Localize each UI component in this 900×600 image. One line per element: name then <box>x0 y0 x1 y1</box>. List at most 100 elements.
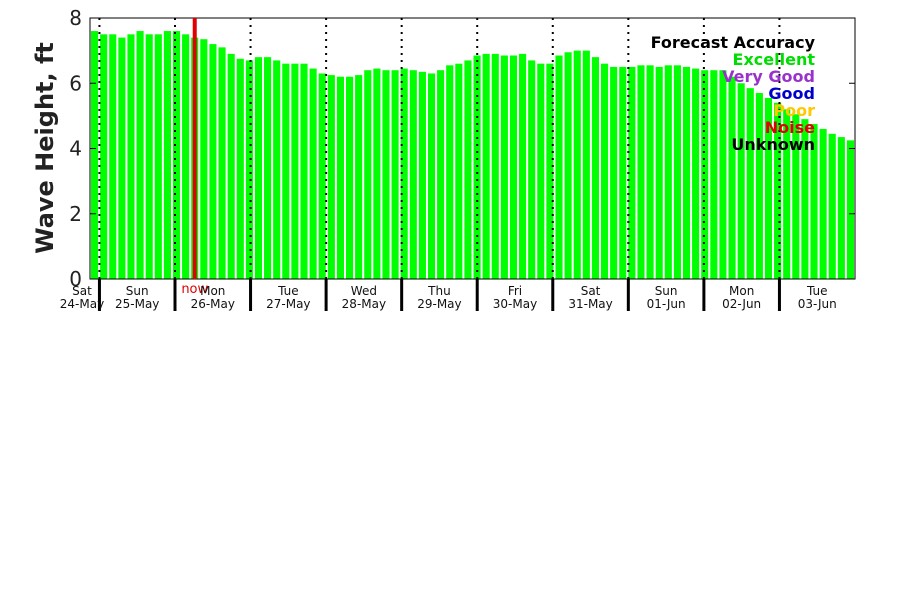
wave-bar <box>91 31 99 279</box>
wave-bar <box>528 60 536 279</box>
wave-bar <box>309 68 317 279</box>
wave-bar <box>746 88 754 279</box>
day-date-label: 02-Jun <box>722 297 761 311</box>
wave-bar <box>154 34 162 279</box>
wave-bar <box>537 63 545 279</box>
wave-bar <box>282 63 290 279</box>
wave-bar <box>764 97 773 280</box>
wave-bar <box>491 53 499 280</box>
wave-bar <box>582 50 590 279</box>
wave-bar <box>737 83 745 279</box>
wave-bar <box>555 55 563 279</box>
wave-bar <box>591 57 599 280</box>
wave-bar <box>391 70 399 279</box>
wave-bar <box>482 53 490 280</box>
wave-bar <box>637 65 645 280</box>
day-name-label: Mon <box>200 284 225 298</box>
day-date-label: 26-May <box>191 297 235 311</box>
legend-title: Forecast Accuracy <box>651 33 816 52</box>
day-name-label: Tue <box>277 284 299 298</box>
wave-bar <box>236 58 244 279</box>
wave-bar <box>218 47 226 279</box>
wave-bar <box>719 70 727 279</box>
wave-bar <box>455 63 463 279</box>
wave-bar <box>373 68 381 279</box>
wave-bar <box>564 52 572 279</box>
day-name-label: Sun <box>126 284 149 298</box>
wave-bar <box>209 44 217 279</box>
wave-bar <box>136 31 144 279</box>
day-date-label: 31-May <box>568 297 612 311</box>
y-tick-label: 2 <box>69 202 82 226</box>
wave-bar <box>346 76 354 279</box>
wave-bar <box>500 55 508 279</box>
wave-bar <box>227 53 235 280</box>
legend-entry: Very Good <box>722 67 815 86</box>
wave-bar <box>692 68 700 279</box>
wave-bar <box>509 55 518 279</box>
wave-bar <box>427 73 436 280</box>
wave-bar <box>145 34 153 279</box>
day-date-label: 01-Jun <box>647 297 686 311</box>
wave-bar <box>254 57 263 280</box>
y-tick-label: 8 <box>69 6 82 30</box>
wave-bar <box>755 93 763 279</box>
day-date-label: 03-Jun <box>798 297 837 311</box>
y-axis-ticks: 0 2 4 6 8 <box>69 6 855 291</box>
wave-bar <box>673 65 681 280</box>
day-name-label: Sat <box>581 284 601 298</box>
day-date-label: 28-May <box>342 297 386 311</box>
day-date-label: 27-May <box>266 297 310 311</box>
day-date-label: 29-May <box>417 297 461 311</box>
wave-bar <box>664 65 672 280</box>
y-tick-label: 6 <box>69 71 82 95</box>
wave-bar <box>819 128 827 279</box>
wave-bar <box>774 102 782 279</box>
wave-bar <box>810 124 818 279</box>
wave-bar <box>573 50 581 279</box>
day-date-label: 30-May <box>493 297 537 311</box>
wave-bar <box>336 76 344 279</box>
wave-bar <box>837 137 845 279</box>
wave-bar <box>801 119 809 279</box>
wave-bar <box>382 70 390 279</box>
wave-bar <box>519 53 527 280</box>
day-date-label: 24-May <box>60 297 104 311</box>
y-axis-label: Wave Height, ft <box>31 42 59 254</box>
day-name-label: Mon <box>729 284 754 298</box>
legend-entry: Good <box>768 84 815 103</box>
x-axis-day-labels: Sat24-MaySun25-MayMon26-MayTue27-MayWed2… <box>60 284 837 311</box>
wave-bar <box>710 70 718 279</box>
wave-bar <box>400 68 408 279</box>
day-name-label: Fri <box>508 284 522 298</box>
wave-bar <box>783 109 791 279</box>
wave-bar <box>728 76 736 279</box>
wave-bar <box>100 34 108 279</box>
y-tick-label: 4 <box>69 137 82 161</box>
day-name-label: Thu <box>427 284 451 298</box>
wave-bar <box>446 65 454 280</box>
y-tick-label: 0 <box>69 267 82 291</box>
day-dividers <box>97 18 781 311</box>
wave-bar <box>619 66 627 279</box>
day-name-label: Sat <box>72 284 92 298</box>
wave-bar <box>200 39 208 279</box>
wave-bar <box>792 114 800 280</box>
wave-bar <box>701 70 709 279</box>
wave-bar <box>610 66 618 279</box>
wave-bar <box>682 66 691 279</box>
wave-bar <box>300 63 308 279</box>
wave-bar <box>264 57 272 280</box>
now-label: now <box>181 282 208 297</box>
wave-bar <box>437 70 445 279</box>
wave-bar <box>828 133 836 279</box>
wave-bar <box>601 63 609 279</box>
wave-bar <box>846 140 854 279</box>
wave-bar <box>172 31 181 279</box>
wave-bar <box>163 31 171 279</box>
wave-bar <box>473 55 481 279</box>
wave-bar <box>364 70 372 279</box>
wave-bar <box>418 71 426 279</box>
day-name-label: Wed <box>351 284 377 298</box>
legend-entry: Noise <box>765 118 815 137</box>
